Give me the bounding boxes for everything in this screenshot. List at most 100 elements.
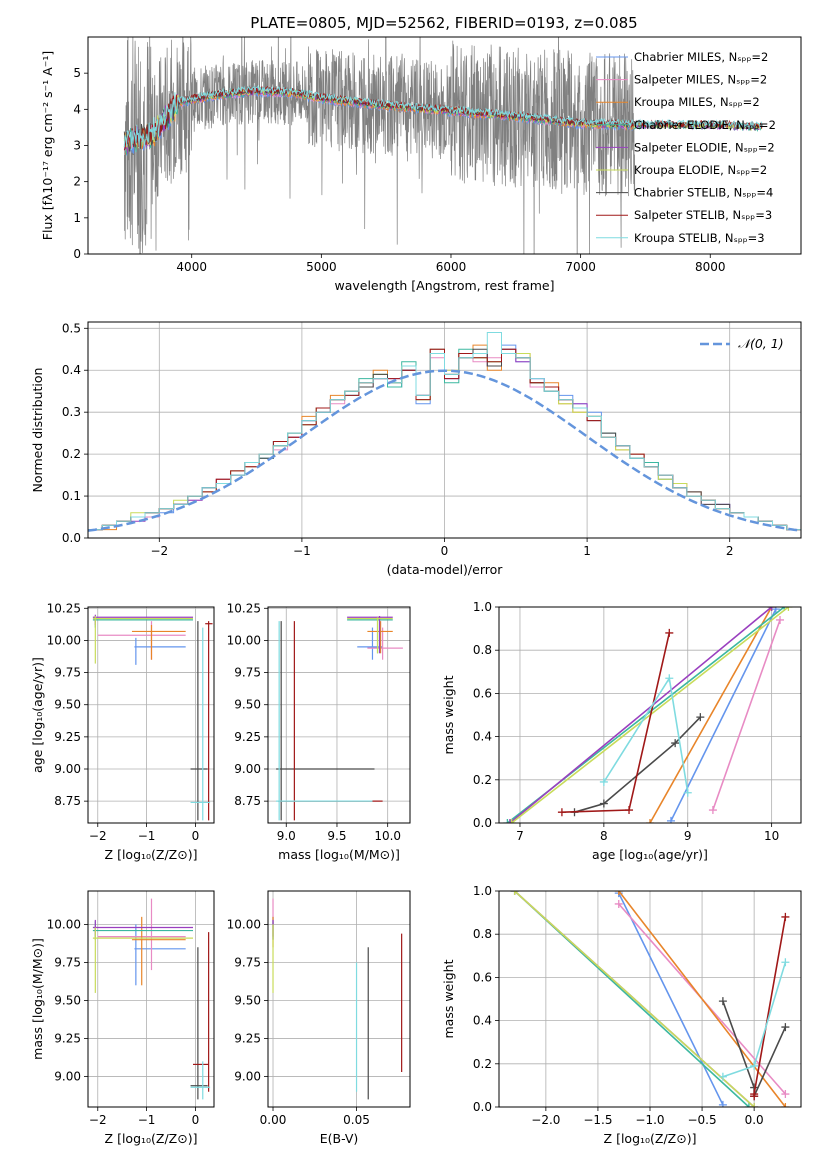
x-tick-label: 0.0: [745, 1113, 764, 1127]
series-marker-chabrier-stelib: [599, 799, 608, 808]
y-axis-label: mass weight: [441, 675, 456, 754]
panel-mass-vs-ebv: 0.00 0.05 9.00 9.25 9.50 9.75 10.00 E(B-V): [227, 890, 411, 1146]
y-tick-label: 5: [73, 66, 81, 80]
x-tick-label: 10.0: [374, 829, 401, 843]
y-axis-label: Flux [fλ10⁻¹⁷ erg cm⁻² s⁻¹ A⁻¹]: [40, 51, 55, 240]
series-marker-chabrier-elodie: [744, 1103, 753, 1107]
x-tick-label: 1: [583, 544, 591, 558]
series-line-kroupa-elodie: [514, 891, 755, 1107]
series-marker-salpeter-miles: [781, 1090, 790, 1099]
panel-age-vs-mass: 9.0 9.5 10.0 8.75 9.00 9.25 9.50 9.75 10.00 10.25…: [227, 601, 411, 862]
y-tick-label: 0: [73, 247, 81, 261]
series-marker-chabrier-stelib: [696, 713, 705, 722]
gaussian-reference-line: [88, 369, 801, 532]
figure-title: PLATE=0805, MJD=52562, FIBERID=0193, z=0…: [250, 14, 637, 32]
axes-frame: [87, 890, 215, 1108]
x-tick-label: −1: [138, 1113, 156, 1127]
x-tick-label: 5000: [306, 260, 337, 274]
series-marker-kroupa-stelib: [750, 1061, 759, 1070]
y-tick-label: 0.2: [473, 773, 492, 787]
x-tick-label: 8: [600, 829, 608, 843]
series-marker-kroupa-miles: [781, 1103, 790, 1107]
x-tick-label: 6000: [436, 260, 467, 274]
x-tick-label: 0.05: [343, 1113, 370, 1127]
x-tick-label: −2: [89, 1113, 107, 1127]
x-axis-label: wavelength [Angstrom, rest frame]: [334, 278, 554, 293]
y-tick-label: 9.50: [234, 994, 261, 1008]
y-axis-label: age [log₁₀(age/yr)]: [30, 657, 45, 773]
legend-label: Chabrier MILES, Nₛₚₚ=2: [634, 50, 768, 64]
series-marker-salpeter-stelib: [781, 912, 790, 921]
y-tick-label: 1.0: [473, 884, 492, 898]
x-axis-label: Z [log₁₀(Z/Z⊙)]: [105, 1131, 198, 1146]
y-tick-label: 9.25: [234, 730, 261, 744]
y-tick-label: 0.6: [473, 686, 492, 700]
y-tick-label: 9.75: [54, 955, 81, 969]
axes-frame: [87, 606, 215, 824]
series-marker-kroupa-elodie: [510, 891, 519, 895]
x-tick-label: 0.00: [260, 1113, 287, 1127]
y-tick-label: 0.8: [473, 643, 492, 657]
x-tick-label: −2.0: [531, 1113, 560, 1127]
y-tick-label: 8.75: [54, 794, 81, 808]
y-axis-label: mass weight: [441, 959, 456, 1038]
series-line-chabrier-stelib: [574, 716, 701, 813]
x-tick-label: 8000: [695, 260, 726, 274]
series-marker-kroupa-stelib: [718, 1072, 727, 1081]
x-tick-label: 0: [441, 544, 449, 558]
y-tick-label: 9.00: [54, 1070, 81, 1084]
x-tick-label: 9.5: [327, 829, 346, 843]
y-tick-label: 0.4: [473, 730, 492, 744]
legend-label: Salpeter STELIB, Nₛₚₚ=3: [634, 208, 772, 222]
y-tick-label: 9.75: [234, 955, 261, 969]
series-marker-kroupa-miles: [614, 891, 623, 895]
y-tick-label: 10.00: [47, 917, 81, 931]
legend-label: Kroupa STELIB, Nₛₚₚ=3: [634, 231, 765, 245]
series-marker-kroupa-stelib: [781, 958, 790, 967]
x-tick-label: −1.0: [635, 1113, 664, 1127]
x-tick-label: 9.0: [277, 829, 296, 843]
y-tick-label: 9.75: [234, 666, 261, 680]
panel-mass-vs-z: −2 −1 0 9.00 9.25 9.50 9.75 10.00 Z [log₁₀(Z/Z⊙)…: [30, 890, 215, 1146]
series-marker-chabrier-miles: [718, 1100, 727, 1107]
y-tick-label: 0.4: [473, 1014, 492, 1028]
x-tick-label: 4000: [176, 260, 207, 274]
legend-label: Kroupa ELODIE, Nₛₚₚ=2: [634, 163, 767, 177]
y-axis-label: Normed distribution: [30, 368, 45, 493]
legend-label: Kroupa MILES, Nₛₚₚ=2: [634, 95, 760, 109]
x-tick-label: 9: [684, 829, 692, 843]
x-tick-label: −2: [89, 829, 107, 843]
series-marker-salpeter-stelib: [557, 808, 566, 817]
line-plot-area: [503, 607, 793, 823]
y-tick-label: 1: [73, 211, 81, 225]
y-tick-label: 9.25: [54, 1032, 81, 1046]
series-marker-kroupa-miles: [646, 819, 654, 823]
panel-residual-hist: −2 −1 0 1 2 0.0 0.1 0.2 0.3 0.4 0.5 (data-model)/er…: [30, 321, 802, 577]
series-marker-salpeter-stelib: [665, 628, 674, 637]
y-tick-label: 0.6: [473, 970, 492, 984]
y-tick-label: 0.5: [62, 321, 81, 335]
x-tick-label: −0.5: [687, 1113, 716, 1127]
y-tick-label: 9.00: [234, 1070, 261, 1084]
x-tick-label: −2: [150, 544, 168, 558]
errorbar-plot-area: [92, 898, 211, 1100]
series-marker-chabrier-miles: [771, 607, 780, 614]
y-tick-label: 0.2: [473, 1057, 492, 1071]
y-tick-label: 0.0: [473, 1100, 492, 1114]
x-axis-label: Z [log₁₀(Z/Z⊙)]: [105, 847, 198, 862]
x-tick-label: 0: [192, 829, 200, 843]
series-marker-kroupa-elodie: [507, 819, 516, 823]
series-marker-salpeter-stelib: [625, 806, 634, 815]
series-line-chabrier-miles: [618, 892, 724, 1106]
series-marker-kroupa-stelib: [599, 777, 608, 786]
y-tick-label: 10.25: [227, 601, 261, 615]
series-marker-chabrier-stelib: [671, 739, 680, 748]
series-marker-kroupa-elodie: [784, 607, 793, 611]
series-marker-chabrier-stelib: [781, 1023, 790, 1032]
y-tick-label: 9.25: [234, 1032, 261, 1046]
axes-frame: [267, 606, 411, 824]
panel-massweight-vs-age: 7 8 9 10 0.0 0.2 0.4 0.6 0.8 1.0 age [log₁₀(age/yr…: [441, 600, 802, 862]
series-marker-chabrier-elodie: [503, 819, 512, 823]
y-tick-label: 0.3: [62, 405, 81, 419]
series-line-kroupa-miles: [649, 607, 773, 823]
